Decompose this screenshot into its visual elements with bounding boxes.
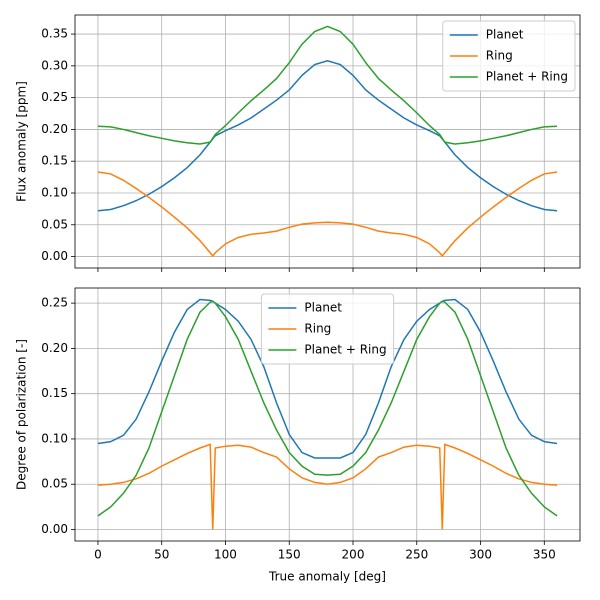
y-tick-label: 0.00 [41, 249, 68, 263]
y-tick-label: 0.15 [41, 386, 68, 400]
subplot: 0.00 0.05 0.10 0.15 0.20 0.25 0.30 0.35 Flux ano… [15, 14, 581, 272]
legend-frame [442, 20, 576, 92]
series-line [97, 171, 558, 258]
legend-label: Planet + Ring [486, 70, 568, 84]
series-line [97, 300, 558, 517]
legend-label: Planet + Ring [304, 343, 386, 357]
axes-frame [74, 287, 581, 542]
y-tick-label: 0.25 [41, 90, 68, 104]
x-tick-label: 350 [533, 548, 556, 562]
legend: Planet Ring Planet + Ring [260, 293, 395, 365]
y-tick-label: 0.00 [41, 522, 68, 536]
y-tick-label: 0.20 [41, 341, 68, 355]
y-tick-label: 0.05 [41, 477, 68, 491]
x-tick-label: 50 [154, 548, 169, 562]
x-tick-label: 0 [94, 548, 102, 562]
axes-frame [74, 14, 581, 269]
y-tick-label: 0.35 [41, 27, 68, 41]
x-tick-label: 100 [214, 548, 237, 562]
series-line [97, 59, 558, 212]
x-tick-label: 200 [342, 548, 365, 562]
x-tick-label: 150 [278, 548, 301, 562]
series-line [97, 25, 558, 145]
y-tick-label: 0.05 [41, 217, 68, 231]
y-tick-label: 0.15 [41, 154, 68, 168]
y-axis-label: Flux anomaly [ppm] [15, 81, 29, 202]
legend-frame [260, 293, 395, 365]
legend-label: Planet [304, 301, 342, 315]
legend-label: Planet [486, 28, 524, 42]
y-tick-label: 0.10 [41, 185, 68, 199]
legend-label: Ring [304, 322, 331, 336]
subplot: 0 50 100 150 200 250 300 350 0.00 0.05 0.10 0.15 0.2… [15, 287, 581, 584]
legend: Planet Ring Planet + Ring [442, 20, 576, 92]
series-line [97, 298, 558, 459]
series-line [97, 443, 558, 530]
y-tick-label: 0.30 [41, 58, 68, 72]
y-axis-label: Degree of polarization [-] [15, 339, 29, 490]
x-axis-label: True anomaly [deg] [268, 570, 386, 584]
y-tick-label: 0.10 [41, 431, 68, 445]
x-tick-label: 300 [469, 548, 492, 562]
x-tick-label: 250 [405, 548, 428, 562]
legend-label: Ring [486, 49, 513, 63]
y-tick-label: 0.20 [41, 122, 68, 136]
y-tick-label: 0.25 [41, 296, 68, 310]
